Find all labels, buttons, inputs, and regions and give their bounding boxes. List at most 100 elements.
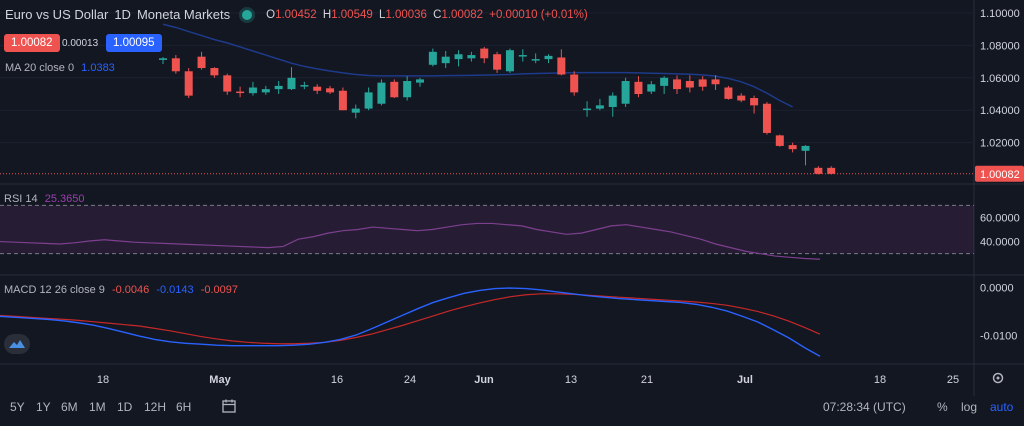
time-tick-label: 13 (565, 374, 577, 386)
time-tick-label: Jul (737, 374, 753, 386)
bottom-toolbar: 5Y 1Y 6M 1M 1D 12H 6H 07:28:34 (UTC) % l… (0, 396, 1024, 426)
candle-body (814, 167, 823, 174)
candle (698, 76, 707, 91)
candle (737, 93, 746, 103)
candle-body (364, 92, 373, 109)
utc-clock[interactable]: 07:28:34 (UTC) (823, 400, 906, 414)
spread-value: 0.00013 (62, 38, 99, 49)
rsi-pane[interactable] (0, 204, 974, 260)
candle (750, 95, 759, 114)
candle-body (698, 79, 707, 87)
buy-button[interactable]: 1.00095 (106, 34, 162, 52)
timeframe-5y[interactable]: 5Y (10, 400, 25, 414)
candle-body (724, 87, 733, 99)
symbol-name: Euro vs US Dollar (5, 7, 109, 22)
candle-body (326, 88, 335, 93)
sell-button[interactable]: 1.00082 (4, 34, 60, 52)
time-tick-label: 16 (331, 374, 343, 386)
candle-body (750, 98, 759, 106)
candle-body (788, 145, 797, 150)
macd-pane[interactable] (0, 279, 844, 357)
close-label: C (433, 8, 442, 21)
candle (505, 48, 514, 73)
time-tick-label: 25 (947, 374, 959, 386)
candle-body (261, 89, 270, 93)
rsi-tick-label: 60.0000 (980, 212, 1020, 224)
candle-body (159, 58, 167, 60)
change-value: +0.00010 (+0.01%) (489, 8, 588, 21)
ma-label: MA 20 close 0 (5, 62, 75, 74)
chart-canvas[interactable]: 1.10000 1.08000 1.06000 1.04000 1.02000 1.000… (0, 0, 1024, 396)
broker-logo-icon[interactable] (4, 334, 30, 354)
candle (762, 102, 771, 135)
candle (223, 73, 232, 95)
rsi-legend[interactable]: RSI 14 25.3650 (4, 193, 84, 205)
candle (480, 46, 489, 64)
candle (184, 68, 193, 99)
low-label: L (378, 8, 386, 21)
time-tick-label: May (209, 374, 231, 386)
symbol-legend[interactable]: Euro vs US Dollar 1D Moneta Markets O1.0… (5, 7, 591, 22)
candle (313, 84, 322, 94)
macd-label: MACD 12 26 close 9 (4, 284, 105, 296)
candle-body (647, 84, 656, 92)
price-pane[interactable] (0, 23, 974, 175)
settings-gear-icon[interactable] (990, 370, 1006, 386)
candle-body (685, 81, 694, 88)
last-price-badge (975, 165, 1024, 182)
candle (801, 145, 810, 166)
candle (660, 76, 669, 94)
candle (711, 75, 720, 90)
candle-body (531, 59, 540, 61)
rsi-tick-label: 40.0000 (980, 237, 1020, 249)
candle-body (505, 50, 514, 72)
candle (364, 87, 373, 111)
candle-body (634, 81, 643, 94)
price-tick-label: 1.06000 (980, 73, 1020, 85)
time-tick-label: 24 (404, 374, 416, 386)
candle (274, 81, 283, 94)
last-price-label: 1.00082 (980, 169, 1020, 181)
timeframe-6h[interactable]: 6H (176, 400, 192, 414)
ma-legend[interactable]: MA 20 close 0 1.0383 (5, 62, 115, 74)
candle-body (287, 77, 296, 90)
timeframe-1d[interactable]: 1D (117, 400, 133, 414)
ma-line (162, 23, 793, 108)
percent-toggle[interactable]: % (937, 400, 948, 414)
low-value: 1.00036 (385, 8, 427, 21)
timeframe-6m[interactable]: 6M (61, 400, 78, 414)
timeframe-1m[interactable]: 1M (89, 400, 106, 414)
candle (390, 79, 399, 99)
rsi-label: RSI 14 (4, 193, 38, 205)
candle (531, 53, 540, 64)
candle (621, 77, 630, 107)
candle-body (377, 82, 386, 104)
candle-body (595, 105, 604, 109)
macd-legend[interactable]: MACD 12 26 close 9 -0.0046 -0.0143 -0.00… (4, 284, 238, 296)
time-axis[interactable]: 18 May 16 24 Jun 13 21 Jul 18 25 (97, 374, 959, 386)
candle-body (467, 55, 476, 59)
candle-body (454, 54, 463, 60)
date-range-icon[interactable] (221, 398, 237, 417)
candle-body (390, 81, 399, 98)
price-tick-label: 1.08000 (980, 40, 1020, 52)
timeframe-1y[interactable]: 1Y (36, 400, 51, 414)
candle (724, 85, 733, 100)
high-value: 1.00549 (331, 8, 373, 21)
candle (788, 142, 797, 153)
log-toggle[interactable]: log (961, 400, 978, 414)
timeframe-12h[interactable]: 12H (144, 400, 167, 414)
candle-body (210, 68, 219, 76)
auto-toggle[interactable]: auto (990, 400, 1014, 414)
price-axis[interactable]: 1.10000 1.08000 1.06000 1.04000 1.02000 1.000… (975, 8, 1024, 343)
candle-body (223, 75, 232, 92)
candle-body (608, 95, 617, 107)
candle (159, 57, 167, 64)
macd-tick-label: -0.0100 (980, 331, 1017, 343)
candle-body (416, 79, 424, 83)
candle (248, 81, 257, 96)
candle (261, 85, 270, 95)
candle-body (801, 145, 810, 151)
candle-body (762, 103, 771, 133)
candle (454, 50, 463, 67)
